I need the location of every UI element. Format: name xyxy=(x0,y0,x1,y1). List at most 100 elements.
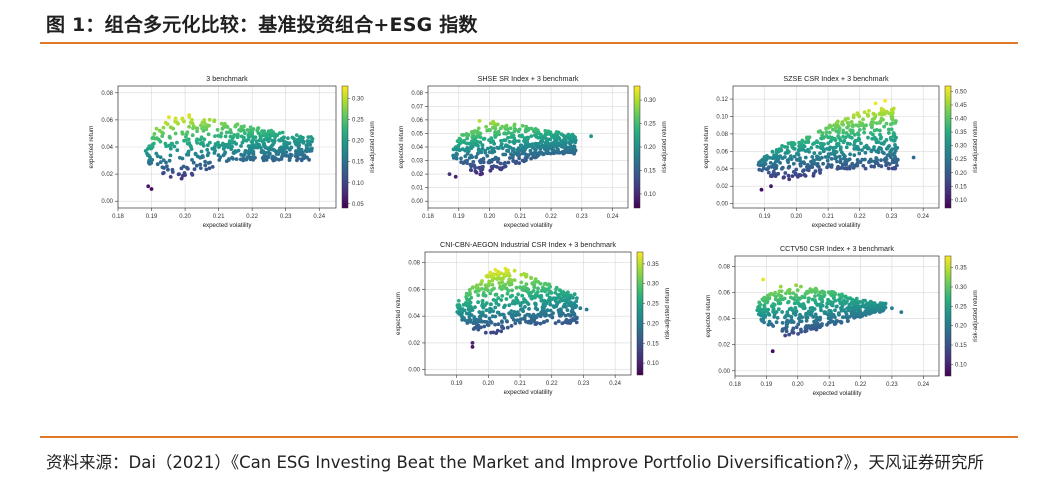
scatter-point xyxy=(504,297,509,301)
scatter-point xyxy=(489,145,493,150)
scatter-point xyxy=(789,318,794,323)
scatter-point xyxy=(786,173,791,178)
y-tick-label: 0.05 xyxy=(411,131,423,137)
scatter-point xyxy=(835,304,839,309)
scatter-point xyxy=(198,166,203,171)
y-tick-label: 0.08 xyxy=(101,91,113,97)
scatter-point xyxy=(829,163,834,168)
scatter-point xyxy=(833,308,837,313)
scatter-point xyxy=(885,109,889,114)
scatter-point xyxy=(459,160,464,165)
scatter-point xyxy=(799,327,803,332)
scatter-point xyxy=(802,168,806,173)
scatter-point xyxy=(147,144,152,149)
scatter-point xyxy=(506,271,511,276)
colorbar-tick-label: 0.20 xyxy=(644,145,656,151)
scatter-point xyxy=(578,306,583,311)
scatter-point xyxy=(503,131,507,136)
scatter-point xyxy=(277,131,282,136)
colorbar-tick-label: 0.30 xyxy=(352,97,364,103)
scatter-point xyxy=(826,297,830,302)
colorbar-tick-label: 0.25 xyxy=(647,302,659,308)
scatter-point xyxy=(841,298,846,303)
scatter-point xyxy=(837,154,842,159)
scatter-point xyxy=(828,145,833,150)
scatter-point xyxy=(815,144,820,149)
colorbar-label: risk-adjusted return xyxy=(973,121,979,172)
scatter-point xyxy=(861,117,865,122)
scatter-point xyxy=(166,167,170,172)
scatter-point xyxy=(493,305,498,310)
scatter-point xyxy=(304,146,309,151)
scatter-point xyxy=(777,289,782,294)
colorbar-tick-label: 0.30 xyxy=(955,285,967,291)
scatter-point xyxy=(829,289,834,294)
scatter-point xyxy=(210,146,215,151)
scatter-point xyxy=(187,124,192,129)
chart-panel-1: 0.18 0.19 0.20 0.21 0.22 0.23 0.24 0.00 0.02 0.04… xyxy=(88,74,376,229)
colorbar-tick-label: 0.20 xyxy=(647,321,659,327)
scatter-point xyxy=(772,153,776,158)
scatter-point xyxy=(570,132,575,137)
scatter-point xyxy=(869,164,874,169)
scatter-point xyxy=(484,301,489,305)
scatter-point xyxy=(190,118,194,122)
scatter-point xyxy=(828,123,832,128)
scatter-point xyxy=(468,318,473,323)
scatter-point xyxy=(878,132,882,137)
scatter-point xyxy=(553,290,558,295)
scatter-point xyxy=(233,149,238,153)
y-tick-label: 0.04 xyxy=(101,145,113,151)
colorbar-tick-label: 0.10 xyxy=(647,361,659,367)
scatter-point xyxy=(554,130,559,134)
scatter-point xyxy=(499,142,504,146)
source-note: 资料来源：Dai（2021）《Can ESG Investing Beat th… xyxy=(46,453,984,472)
scatter-point xyxy=(491,119,496,124)
scatter-point xyxy=(520,158,525,163)
scatter-point xyxy=(780,165,785,170)
scatter-point xyxy=(525,135,529,140)
scatter-point xyxy=(543,129,548,133)
scatter-point xyxy=(485,154,490,158)
scatter-point xyxy=(777,297,782,302)
scatter-point xyxy=(823,155,828,159)
scatter-point xyxy=(768,161,773,165)
scatter-point xyxy=(584,307,589,312)
scatter-point xyxy=(536,312,541,317)
scatter-point xyxy=(820,155,824,160)
scatter-point xyxy=(455,303,460,307)
scatter-point xyxy=(502,272,507,277)
scatter-point xyxy=(190,133,195,138)
scatter-point xyxy=(857,300,862,304)
scatter-point xyxy=(266,150,271,155)
scatter-point xyxy=(810,306,815,310)
scatter-point xyxy=(473,305,477,309)
scatter-point xyxy=(485,273,490,278)
scatter-point xyxy=(298,134,303,139)
plot-frame xyxy=(117,85,337,209)
colorbar xyxy=(341,85,349,209)
scatter-point xyxy=(818,151,822,156)
scatter-point xyxy=(531,289,536,293)
scatter-point xyxy=(246,154,251,159)
scatter-point xyxy=(489,302,493,307)
scatter-point xyxy=(880,150,885,155)
scatter-point xyxy=(524,124,529,129)
x-tick-label: 0.21 xyxy=(822,214,834,220)
scatter-point xyxy=(157,128,162,133)
scatter-point xyxy=(848,128,853,133)
scatter-point xyxy=(774,320,779,325)
scatter-point xyxy=(568,300,573,304)
scatter-point xyxy=(500,294,505,298)
scatter-point xyxy=(495,328,500,333)
scatter-point xyxy=(504,123,509,128)
scatter-point xyxy=(859,141,863,146)
scatter-point xyxy=(492,164,496,169)
scatter-point xyxy=(787,177,792,182)
x-tick-label: 0.23 xyxy=(578,381,590,387)
scatter-point xyxy=(194,163,199,168)
scatter-point xyxy=(866,135,870,140)
x-tick-label: 0.24 xyxy=(607,214,619,220)
scatter-point xyxy=(818,168,823,172)
scatter-point xyxy=(843,294,848,299)
